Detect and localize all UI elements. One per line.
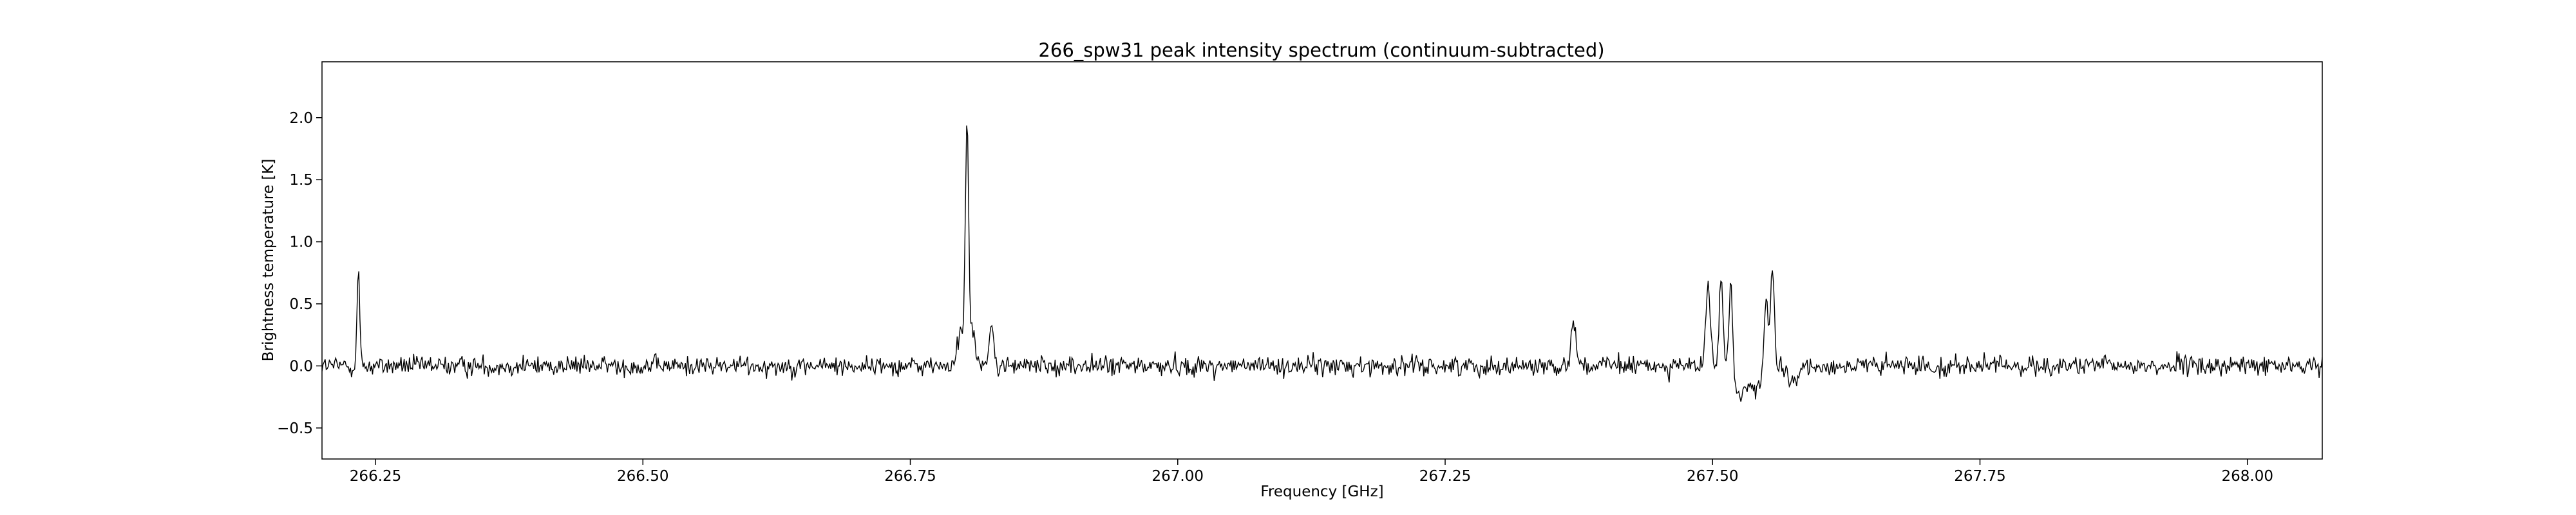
x-tick-label: 267.50 — [1687, 468, 1738, 485]
spectrum-line — [322, 125, 2322, 402]
x-tick-label: 267.75 — [1954, 468, 2005, 485]
x-axis-label: Frequency [GHz] — [1260, 483, 1383, 500]
y-axis-ticks: −0.5 0.0 0.5 1.0 1.5 2.0 — [277, 110, 322, 437]
y-tick-label: 0.0 — [289, 358, 313, 375]
y-tick-label: 2.0 — [289, 110, 313, 127]
y-tick-label: 1.0 — [289, 234, 313, 251]
x-tick-label: 266.50 — [617, 468, 668, 485]
x-tick-label: 266.75 — [884, 468, 936, 485]
y-tick-label: 1.5 — [289, 172, 313, 189]
y-tick-label: 0.5 — [289, 296, 313, 313]
x-tick-label: 267.00 — [1152, 468, 1204, 485]
y-tick-label: −0.5 — [277, 420, 313, 437]
y-axis-label: Brightness temperature [K] — [260, 159, 277, 362]
x-axis-ticks: 266.25 266.50 266.75 267.00 267.25 267.50 267.… — [350, 459, 2273, 485]
x-tick-label: 266.25 — [350, 468, 401, 485]
plot-frame — [321, 61, 2323, 460]
x-tick-label: 268.00 — [2221, 468, 2273, 485]
plot-area — [322, 125, 2322, 402]
x-tick-label: 267.25 — [1419, 468, 1471, 485]
chart-title: 266_spw31 peak intensity spectrum (conti… — [1038, 39, 1604, 61]
